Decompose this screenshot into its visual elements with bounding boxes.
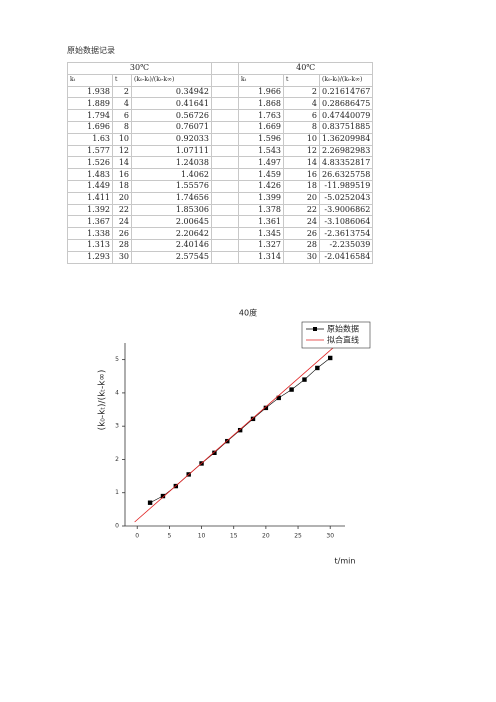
x-tick-label: 30 bbox=[326, 533, 334, 540]
data-point bbox=[276, 395, 281, 401]
x-tick-label: 10 bbox=[198, 533, 206, 540]
legend-label: 原始数据 bbox=[327, 324, 359, 334]
doc-title: 原始数据记录 bbox=[67, 46, 115, 55]
table-cell: 0.56726 bbox=[131, 109, 212, 122]
y-tick-label: 1 bbox=[115, 489, 119, 496]
table-cell: 0.34942 bbox=[131, 85, 212, 99]
table-row: 1.392 22 1.85306 1.378 22 -3.9006862 bbox=[67, 203, 374, 217]
table-cell: 0.21614767 bbox=[318, 85, 374, 99]
table-cell: 1.36209984 bbox=[318, 132, 374, 146]
legend-marker bbox=[313, 327, 317, 331]
y-tick-label: 4 bbox=[115, 389, 119, 396]
data-point bbox=[328, 355, 333, 361]
column-header: (k₀-kₜ)/(kₜ-k∞) bbox=[318, 73, 374, 87]
table-cell: -2.0416584 bbox=[318, 250, 374, 264]
x-tick-label: 5 bbox=[167, 533, 171, 540]
x-axis-label: t/min bbox=[335, 557, 356, 566]
data-point bbox=[315, 365, 320, 371]
x-tick-label: 15 bbox=[230, 533, 238, 540]
group-header: 40℃ bbox=[237, 62, 374, 75]
table-row: 1.338 26 2.20642 1.345 26 -2.3613754 bbox=[67, 227, 374, 240]
table-cell: 1.763 bbox=[238, 109, 284, 122]
table-row: 1.577 12 1.07111 1.543 12 2.26982983 bbox=[67, 144, 374, 158]
table-cell: 1.293 bbox=[67, 250, 113, 264]
x-tick-label: 0 bbox=[135, 533, 139, 540]
table-row: 1.367 24 2.00645 1.361 24 -3.1086064 bbox=[67, 215, 374, 229]
legend-label: 拟合直线 bbox=[327, 335, 359, 345]
table-cell: 0.28686475 bbox=[318, 97, 374, 111]
table-cell: 2.57545 bbox=[131, 250, 212, 264]
data-table: 30℃ 40℃ kₜ t (k₀-kₜ)/(kₜ-k∞) kₜ t (k₀-kₜ)/(kₜ-k… bbox=[67, 62, 374, 264]
table-cell: 2 bbox=[112, 85, 132, 99]
data-point bbox=[147, 500, 153, 505]
y-axis-label: (k₀-kₜ)/(kₜ-k∞) bbox=[98, 370, 108, 431]
x-tick-label: 25 bbox=[294, 533, 302, 540]
data-point bbox=[289, 387, 294, 392]
y-tick-label: 2 bbox=[115, 456, 119, 463]
table-row: 30℃ 40℃ bbox=[67, 62, 374, 75]
table-row: 1.526 14 1.24038 1.497 14 4.83352817 bbox=[67, 156, 374, 170]
y-tick-label: 5 bbox=[115, 356, 119, 363]
data-point bbox=[212, 450, 217, 455]
column-header: (k₀-kₜ)/(kₜ-k∞) bbox=[131, 73, 212, 87]
table-row: 1.889 4 0.41641 1.868 4 0.28686475 bbox=[67, 97, 374, 111]
y-tick-label: 3 bbox=[115, 423, 119, 430]
y-tick-label: 0 bbox=[115, 523, 119, 530]
data-point bbox=[160, 493, 166, 499]
series-line bbox=[134, 344, 337, 523]
table-cell: 0.47440079 bbox=[318, 109, 374, 122]
data-point bbox=[302, 377, 307, 382]
chart-title: 40度 bbox=[239, 308, 257, 318]
table-cell: 1.868 bbox=[238, 97, 284, 111]
table-row: 1.938 2 0.34942 1.966 2 0.21614767 bbox=[67, 85, 374, 99]
data-point bbox=[250, 416, 256, 422]
data-point bbox=[263, 405, 269, 411]
x-tick-label: 20 bbox=[262, 533, 270, 540]
data-point bbox=[237, 427, 243, 433]
column-header: kₜ bbox=[238, 73, 284, 87]
legend-box bbox=[301, 321, 371, 349]
column-header: kₜ bbox=[67, 73, 113, 87]
table-row: kₜ t (k₀-kₜ)/(kₜ-k∞) kₜ t (k₀-kₜ)/(kₜ-k∞) bbox=[67, 73, 374, 87]
table-row: 1.293 30 2.57545 1.314 30 -2.0416584 bbox=[67, 250, 374, 264]
table-row: 1.794 6 0.56726 1.763 6 0.47440079 bbox=[67, 109, 374, 122]
table-cell: 2 bbox=[283, 85, 320, 99]
